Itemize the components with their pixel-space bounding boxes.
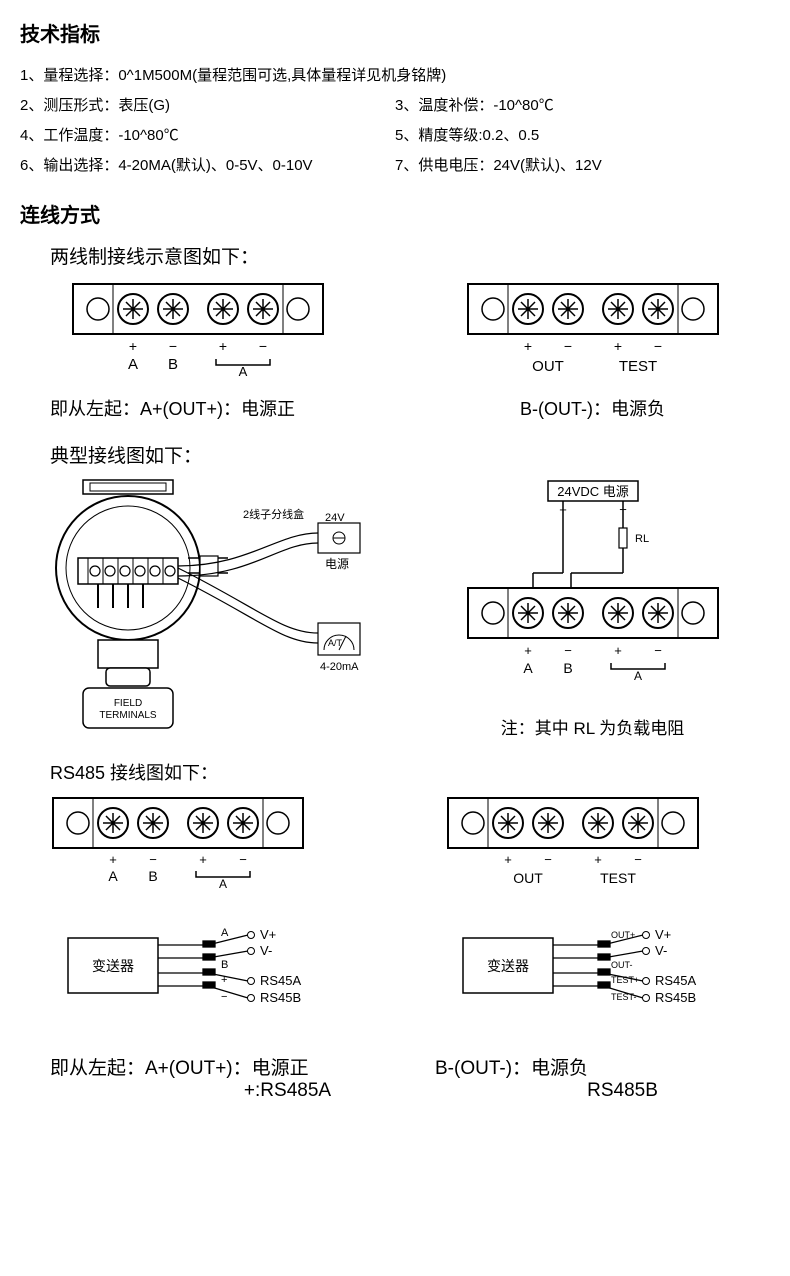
typical-title: 典型接线图如下： [50, 441, 770, 468]
svg-text:电源: 电源 [325, 557, 349, 571]
power-terminal-diagram: 24VDC 电源 + − RL + − + − A [453, 478, 733, 708]
svg-text:+: + [199, 852, 207, 867]
svg-text:A/T: A/T [328, 638, 343, 648]
svg-text:A: A [523, 660, 533, 676]
spec-1: 1、量程选择：0^1M500M(量程范围可选,具体量程详见机身铭牌) [20, 61, 770, 91]
svg-text:−: − [168, 338, 176, 354]
svg-text:A: A [218, 877, 226, 891]
svg-text:变送器: 变送器 [92, 958, 134, 974]
spec-7: 7、供电电压：24V(默认)、12V [395, 151, 770, 181]
svg-text:RS45B: RS45B [655, 990, 696, 1005]
svg-text:−: − [634, 852, 642, 867]
svg-text:变送器: 变送器 [487, 958, 529, 974]
svg-text:+: + [594, 852, 602, 867]
svg-text:+: + [109, 852, 117, 867]
svg-text:−: − [653, 338, 661, 354]
svg-text:2线子分线盒: 2线子分线盒 [243, 507, 304, 521]
spec-5: 5、精度等级:0.2、0.5 [395, 121, 770, 151]
svg-text:+: + [613, 338, 621, 354]
spec-3: 3、温度补偿：-10^80℃ [395, 91, 770, 121]
svg-text:TERMINALS: TERMINALS [99, 710, 157, 721]
svg-text:TEST+: TEST+ [611, 975, 639, 985]
svg-text:B: B [167, 356, 177, 373]
svg-text:A: A [221, 927, 229, 939]
svg-text:V+: V+ [655, 927, 671, 942]
svg-text:A: A [633, 669, 641, 683]
terminal-out-diagram: + − + − OUT TEST [463, 279, 723, 389]
svg-text:OUT-: OUT- [611, 960, 633, 970]
svg-text:−: − [544, 852, 552, 867]
svg-text:−: − [563, 338, 571, 354]
svg-text:B: B [221, 959, 228, 971]
caption-right-1: B-(OUT-)：电源负 [520, 395, 665, 421]
terminal-ab-diagram: + − + − A B A [68, 279, 328, 389]
svg-text:TEST-: TEST- [611, 992, 637, 1002]
svg-text:B: B [563, 660, 572, 676]
svg-text:−: − [564, 643, 572, 658]
svg-text:−: − [221, 991, 227, 1003]
svg-text:RS45A: RS45A [260, 973, 302, 988]
caption-left-1: 即从左起：A+(OUT+)：电源正 [50, 395, 295, 421]
svg-text:RL: RL [635, 533, 649, 545]
specs-list: 1、量程选择：0^1M500M(量程范围可选,具体量程详见机身铭牌) 2、测压形… [20, 61, 770, 181]
tech-header: 技术指标 [20, 18, 770, 47]
rl-note: 注：其中 RL 为负载电阻 [501, 714, 685, 739]
svg-text:−: − [654, 643, 662, 658]
svg-text:+: + [614, 643, 622, 658]
svg-text:+: + [218, 338, 226, 354]
two-wire-title: 两线制接线示意图如下： [50, 242, 770, 269]
spec-6: 6、输出选择：4-20MA(默认)、0-5V、0-10V [20, 151, 395, 181]
svg-text:OUT: OUT [513, 870, 543, 886]
svg-text:+: + [524, 643, 532, 658]
svg-text:OUT: OUT [532, 358, 564, 375]
svg-text:+: + [221, 974, 227, 986]
svg-text:+: + [504, 852, 512, 867]
svg-text:TEST: TEST [600, 870, 636, 886]
svg-text:RS45B: RS45B [260, 990, 301, 1005]
svg-text:B: B [148, 868, 157, 884]
sub-left: +:RS485A [20, 1080, 435, 1102]
sub-right: RS485B [475, 1080, 770, 1102]
svg-text:A: A [238, 364, 247, 379]
rs485-out-diagram: + − + − OUT TEST 变送器 OUT+ OUT- TEST+ TES… [443, 793, 743, 1033]
svg-text:4-20mA: 4-20mA [320, 661, 359, 673]
footer-left: 即从左起：A+(OUT+)：电源正 [20, 1053, 385, 1080]
svg-text:A: A [108, 868, 118, 884]
svg-text:FIELD: FIELD [113, 698, 141, 709]
svg-text:−: − [239, 852, 247, 867]
wiring-header: 连线方式 [20, 199, 770, 228]
svg-text:V+: V+ [260, 927, 276, 942]
svg-text:24VDC 电源: 24VDC 电源 [557, 484, 629, 499]
svg-text:A: A [127, 356, 137, 373]
svg-text:TEST: TEST [618, 358, 656, 375]
svg-text:−: − [149, 852, 157, 867]
svg-text:RS45A: RS45A [655, 973, 697, 988]
typical-wiring-diagram: 2线子分线盒 24V 电源 A/T 4-20mA FIELD TERMINALS [28, 478, 368, 738]
spec-4: 4、工作温度：-10^80℃ [20, 121, 395, 151]
svg-text:−: − [258, 338, 266, 354]
svg-text:+: + [523, 338, 531, 354]
rs485-ab-diagram: + − + − A B A 变送器 A B + − V+ V- RS45A [48, 793, 348, 1033]
rs485-title: RS485 接线图如下： [50, 759, 770, 785]
footer-right: B-(OUT-)：电源负 [425, 1053, 770, 1080]
svg-text:24V: 24V [325, 512, 345, 524]
svg-text:+: + [128, 338, 136, 354]
svg-text:V-: V- [260, 943, 272, 958]
spec-2: 2、测压形式：表压(G) [20, 91, 395, 121]
svg-text:OUT+: OUT+ [611, 930, 635, 940]
svg-text:V-: V- [655, 943, 667, 958]
